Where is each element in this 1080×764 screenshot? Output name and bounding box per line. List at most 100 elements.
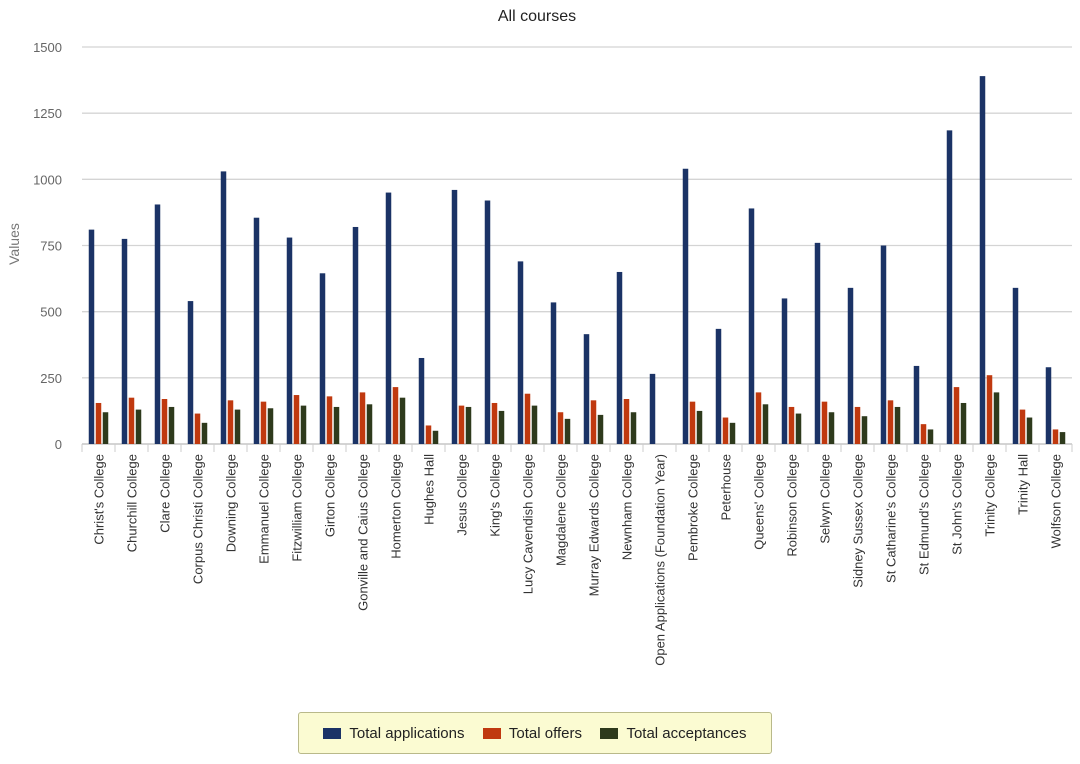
legend-item-offers[interactable]: Total offers <box>482 725 582 742</box>
bar-chart: All courses Values 0 250 500 750 1000 1250 150… <box>6 8 1073 666</box>
bar-total-offers[interactable] <box>953 387 960 444</box>
bar-total-acceptances[interactable] <box>762 404 769 444</box>
bar-total-offers[interactable] <box>623 399 630 444</box>
bar-total-acceptances[interactable] <box>498 410 505 444</box>
bar-total-applications[interactable] <box>319 273 326 444</box>
bar-total-applications[interactable] <box>781 298 788 444</box>
bar-total-offers[interactable] <box>557 412 564 444</box>
bar-total-offers[interactable] <box>590 400 597 444</box>
bar-total-applications[interactable] <box>715 328 722 444</box>
bar-total-applications[interactable] <box>913 365 920 444</box>
bar-total-acceptances[interactable] <box>861 416 868 444</box>
bar-total-applications[interactable] <box>385 192 392 444</box>
bar-total-offers[interactable] <box>227 400 234 444</box>
bar-total-applications[interactable] <box>88 229 95 444</box>
bar-total-offers[interactable] <box>293 395 300 444</box>
bar-total-acceptances[interactable] <box>267 408 274 444</box>
legend-swatch-acceptances <box>600 727 619 739</box>
bar-total-acceptances[interactable] <box>1059 432 1066 444</box>
bar-total-offers[interactable] <box>392 387 399 444</box>
y-tick-label: 1000 <box>33 172 62 187</box>
bar-total-offers[interactable] <box>1052 429 1059 444</box>
bar-total-offers[interactable] <box>524 393 531 444</box>
bar-total-acceptances[interactable] <box>234 409 241 444</box>
bar-total-acceptances[interactable] <box>333 406 340 444</box>
bar-total-applications[interactable] <box>682 168 689 444</box>
bar-total-acceptances[interactable] <box>795 413 802 444</box>
bar-total-acceptances[interactable] <box>531 405 538 444</box>
bar-total-acceptances[interactable] <box>927 429 934 444</box>
bar-total-offers[interactable] <box>788 406 795 444</box>
bar-total-applications[interactable] <box>748 208 755 444</box>
bar-total-acceptances[interactable] <box>729 422 736 444</box>
bar-total-offers[interactable] <box>887 400 894 444</box>
bar-total-offers[interactable] <box>425 425 432 444</box>
bar-total-offers[interactable] <box>194 413 201 444</box>
bar-total-acceptances[interactable] <box>366 404 373 444</box>
bar-total-acceptances[interactable] <box>894 406 901 444</box>
bar-total-applications[interactable] <box>187 301 194 444</box>
bar-total-applications[interactable] <box>253 217 260 444</box>
bar-total-applications[interactable] <box>1045 367 1052 444</box>
bar-total-acceptances[interactable] <box>168 406 175 444</box>
bar-total-acceptances[interactable] <box>465 406 472 444</box>
bar-total-offers[interactable] <box>491 402 498 444</box>
bar-total-applications[interactable] <box>550 302 557 444</box>
bar-total-acceptances[interactable] <box>102 412 109 444</box>
bar-total-offers[interactable] <box>458 405 465 444</box>
bar-total-applications[interactable] <box>154 204 161 444</box>
y-tick-label: 0 <box>55 437 62 452</box>
bars <box>88 76 1066 445</box>
bar-total-offers[interactable] <box>821 401 828 444</box>
bar-total-acceptances[interactable] <box>960 402 967 444</box>
bar-total-offers[interactable] <box>722 417 729 444</box>
bar-total-offers[interactable] <box>1019 409 1026 444</box>
bar-total-offers[interactable] <box>854 406 861 444</box>
legend-item-applications[interactable]: Total applications <box>323 725 465 742</box>
bar-total-applications[interactable] <box>121 238 128 444</box>
bar-total-applications[interactable] <box>880 245 887 445</box>
bar-total-applications[interactable] <box>286 237 293 444</box>
bar-total-acceptances[interactable] <box>993 392 1000 444</box>
bar-total-acceptances[interactable] <box>135 409 142 444</box>
bar-total-acceptances[interactable] <box>432 430 439 444</box>
legend-item-acceptances[interactable]: Total acceptances <box>600 725 747 742</box>
bar-total-offers[interactable] <box>260 401 267 444</box>
bar-total-offers[interactable] <box>689 401 696 444</box>
x-tick-label: Jesus College <box>455 454 470 536</box>
x-tick-label: St Catharine's College <box>884 454 899 583</box>
bar-total-applications[interactable] <box>847 287 854 444</box>
x-tick-label: Lucy Cavendish College <box>521 454 536 594</box>
bar-total-applications[interactable] <box>583 334 590 444</box>
bar-total-applications[interactable] <box>649 373 656 444</box>
bar-total-acceptances[interactable] <box>630 412 637 444</box>
bar-total-acceptances[interactable] <box>399 397 406 444</box>
bar-total-applications[interactable] <box>814 242 821 444</box>
bar-total-applications[interactable] <box>484 200 491 444</box>
bar-total-acceptances[interactable] <box>1026 417 1033 444</box>
bar-total-applications[interactable] <box>979 76 986 444</box>
bar-total-applications[interactable] <box>517 261 524 444</box>
bar-total-applications[interactable] <box>352 226 359 444</box>
bar-total-offers[interactable] <box>359 392 366 444</box>
bar-total-offers[interactable] <box>326 396 333 444</box>
bar-total-acceptances[interactable] <box>696 410 703 444</box>
bar-total-acceptances[interactable] <box>201 422 208 444</box>
bar-total-applications[interactable] <box>220 171 227 445</box>
bar-total-applications[interactable] <box>451 189 458 444</box>
bar-total-offers[interactable] <box>128 397 135 444</box>
bar-total-applications[interactable] <box>946 130 953 444</box>
bar-total-offers[interactable] <box>920 424 927 444</box>
bar-total-acceptances[interactable] <box>564 418 571 444</box>
bar-total-applications[interactable] <box>418 357 425 444</box>
bar-total-acceptances[interactable] <box>300 405 307 444</box>
bar-total-offers[interactable] <box>986 375 993 444</box>
bar-total-offers[interactable] <box>755 392 762 444</box>
bar-total-applications[interactable] <box>616 271 623 444</box>
bar-total-applications[interactable] <box>1012 287 1019 444</box>
x-tick-label: Gonville and Caius College <box>356 454 371 611</box>
bar-total-offers[interactable] <box>95 402 102 444</box>
bar-total-offers[interactable] <box>161 399 168 444</box>
bar-total-acceptances[interactable] <box>828 412 835 444</box>
bar-total-acceptances[interactable] <box>597 414 604 444</box>
